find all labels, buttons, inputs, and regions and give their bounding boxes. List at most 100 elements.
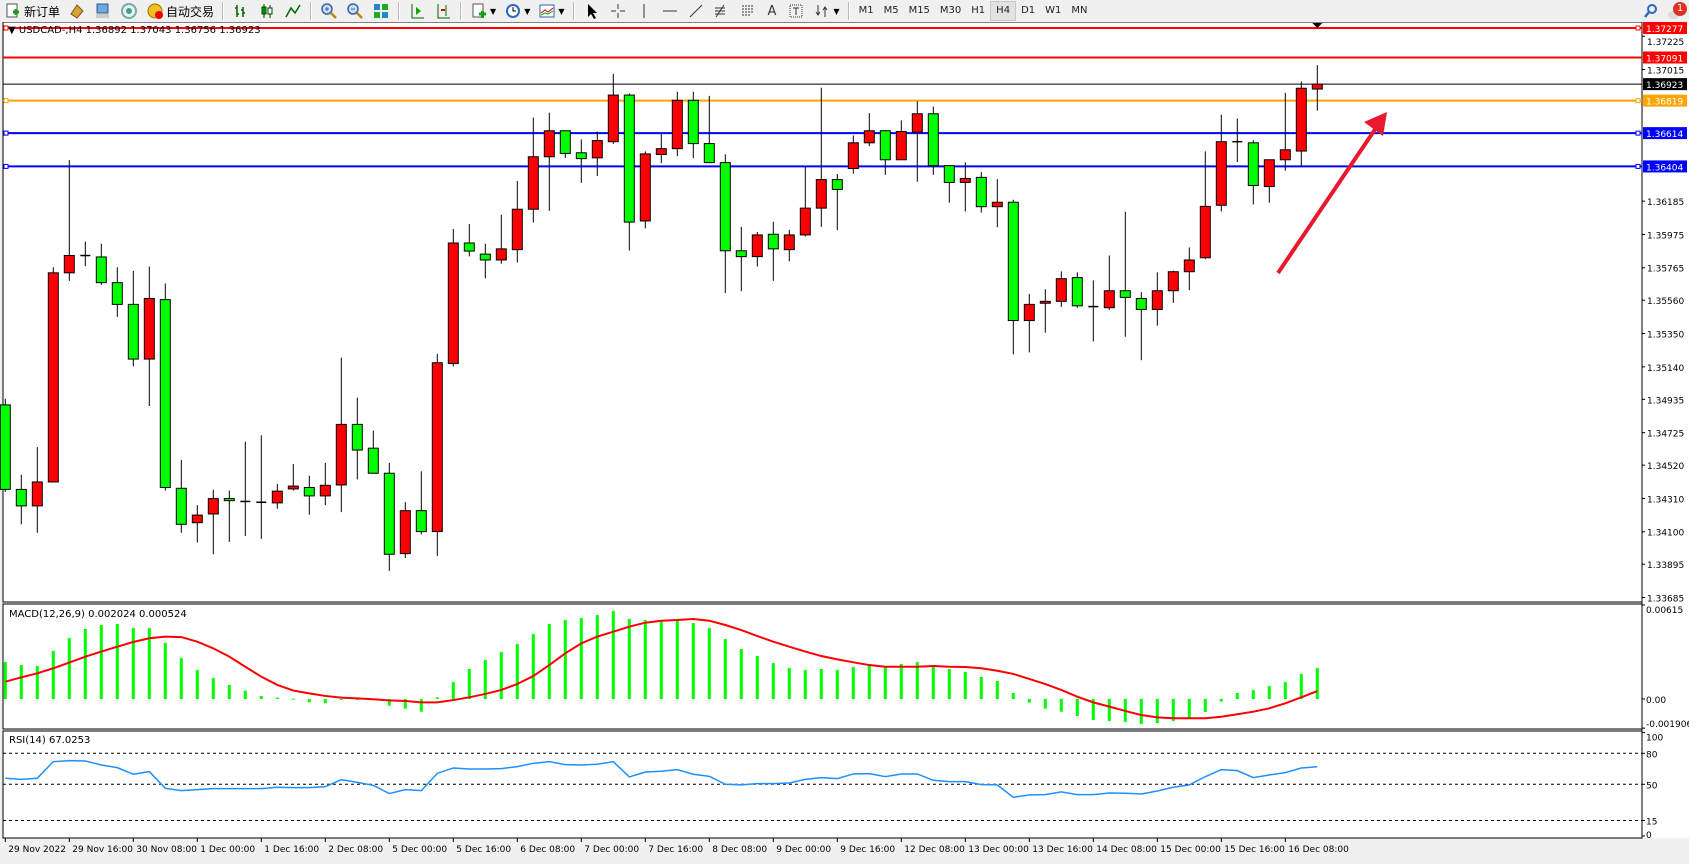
dropdown-arrow-icon: ▼ — [558, 6, 565, 16]
auto-scroll-button[interactable] — [405, 1, 429, 21]
price-label-box — [1643, 127, 1687, 140]
timeframe-h4-button[interactable]: H4 — [990, 1, 1017, 21]
macd-histogram-bar — [1139, 699, 1143, 725]
chart-window[interactable]: 1.37225 1.37015 1.36185 1.35975 1.35765 1.355… — [0, 21, 1689, 860]
toolbar-auto-trading-button[interactable]: 自动交易 — [143, 1, 217, 21]
symbol-header: ▼ USDCAD-,H4 1.36892 1.37043 1.36756 1.3… — [8, 25, 261, 36]
line-handle[interactable] — [1635, 98, 1641, 104]
main-panel[interactable] — [2, 21, 1643, 603]
line-handle[interactable] — [1635, 130, 1641, 136]
macd-histogram-bar — [419, 699, 423, 712]
price-axis[interactable] — [1642, 22, 1689, 838]
text-button[interactable]: A — [762, 1, 783, 21]
text-label-button[interactable] — [784, 1, 808, 21]
candle-body — [815, 179, 827, 209]
rsi-panel[interactable] — [2, 730, 1643, 839]
trendline-icon — [687, 2, 705, 20]
macd-histogram-bar — [307, 699, 311, 703]
timeframe-m1-button[interactable]: M1 — [858, 5, 874, 16]
timeframe-m5-button[interactable]: M5 — [883, 5, 899, 16]
line-handle[interactable] — [3, 25, 9, 31]
candle-body — [383, 472, 395, 555]
candle-body — [671, 99, 683, 150]
macd-histogram-bar — [323, 699, 327, 704]
bar-chart-button[interactable] — [229, 1, 253, 21]
chart-canvas[interactable]: 1.37225 1.37015 1.36185 1.35975 1.35765 1.355… — [0, 21, 1689, 860]
candle-body — [575, 152, 587, 160]
line-handle[interactable] — [3, 98, 9, 104]
candle-body — [319, 484, 331, 497]
candlestick-button[interactable] — [255, 1, 279, 21]
toolbar-button-label: 新订单 — [24, 4, 61, 19]
search-button[interactable] — [1640, 1, 1662, 21]
chart-shift-button[interactable] — [431, 1, 455, 21]
collapse-triangle-icon[interactable]: ▼ — [8, 25, 16, 36]
timeframe-m15-button[interactable]: M15 — [908, 5, 930, 16]
line-chart-button[interactable] — [281, 1, 305, 21]
fibo-fan-button[interactable] — [736, 1, 760, 21]
annotation-arrow[interactable] — [1276, 123, 1380, 275]
candle-body — [367, 447, 379, 474]
macd-histogram-bar — [1107, 699, 1111, 722]
macd-histogram-bar — [691, 623, 695, 699]
cursor-button[interactable] — [580, 1, 604, 21]
fibo-fan-icon — [739, 2, 757, 20]
periods-button[interactable]: ▼ — [501, 1, 533, 21]
line-handle[interactable] — [3, 163, 9, 169]
timeframe-w1-button[interactable]: W1 — [1045, 5, 1062, 16]
toolbar-terminal-button[interactable] — [91, 1, 115, 21]
arrows-button[interactable]: ▼ — [810, 1, 842, 21]
toolbar-history-button[interactable] — [65, 1, 89, 21]
macd-histogram-bar — [483, 660, 487, 699]
crosshair-icon — [609, 2, 627, 20]
toolbar-signal-button[interactable] — [117, 1, 141, 21]
trendline-button[interactable] — [684, 1, 708, 21]
toolbar-new-order-button[interactable]: 新订单 — [1, 1, 63, 21]
timeframe-m30-button[interactable]: M30 — [939, 5, 962, 16]
new-order-icon — [4, 2, 22, 20]
timeframe-h1-button[interactable]: H1 — [971, 5, 986, 16]
notification-badge: 1 — [1673, 2, 1687, 16]
text-label-icon — [787, 2, 805, 20]
text-icon: A — [767, 3, 777, 19]
candle-body — [207, 498, 219, 515]
tile-windows-button[interactable] — [369, 1, 393, 21]
macd-histogram-bar — [403, 699, 407, 709]
price-tick-label: 1.35350 — [1647, 331, 1684, 341]
periods-icon — [504, 2, 522, 20]
price-level-label: 1.36614 — [1646, 130, 1683, 140]
line-handle[interactable] — [1635, 25, 1641, 31]
horizontal-line-button[interactable] — [658, 1, 682, 21]
macd-tick-label: 0.00 — [1646, 696, 1666, 706]
macd-histogram-bar — [467, 669, 471, 699]
candle-body — [1215, 141, 1227, 206]
macd-histogram-bar — [163, 643, 167, 699]
macd-histogram-bar — [83, 628, 87, 699]
line-handle[interactable] — [3, 130, 9, 136]
fibonacci-button[interactable] — [710, 1, 734, 21]
auto-trading-icon — [146, 2, 164, 20]
candle-body — [1295, 87, 1307, 152]
candle-body — [223, 498, 235, 502]
macd-panel[interactable] — [2, 603, 1643, 730]
templates-button[interactable]: ▼ — [535, 1, 567, 21]
candle-body — [111, 282, 123, 305]
vertical-line-button[interactable] — [632, 1, 656, 21]
zoom-in-button[interactable] — [317, 1, 341, 21]
zoom-out-button[interactable] — [343, 1, 367, 21]
macd-tick-label: 0.00615 — [1646, 606, 1683, 616]
price-label-box — [1643, 94, 1687, 107]
candle-body — [63, 255, 75, 274]
cursor-icon — [583, 2, 601, 20]
indicators-button[interactable]: ▼ — [467, 1, 499, 21]
timeframe-d1-button[interactable]: D1 — [1021, 5, 1036, 16]
crosshair-button[interactable] — [606, 1, 630, 21]
zoom-out-icon — [346, 2, 364, 20]
notifications-button[interactable]: 1 — [1664, 1, 1688, 21]
macd-histogram-bar — [723, 639, 727, 699]
line-handle[interactable] — [1635, 163, 1641, 169]
candle-body — [1167, 271, 1179, 292]
timeframe-mn-button[interactable]: MN — [1071, 5, 1088, 16]
candle-body — [399, 510, 411, 555]
price-level-label: 1.37091 — [1646, 54, 1683, 64]
